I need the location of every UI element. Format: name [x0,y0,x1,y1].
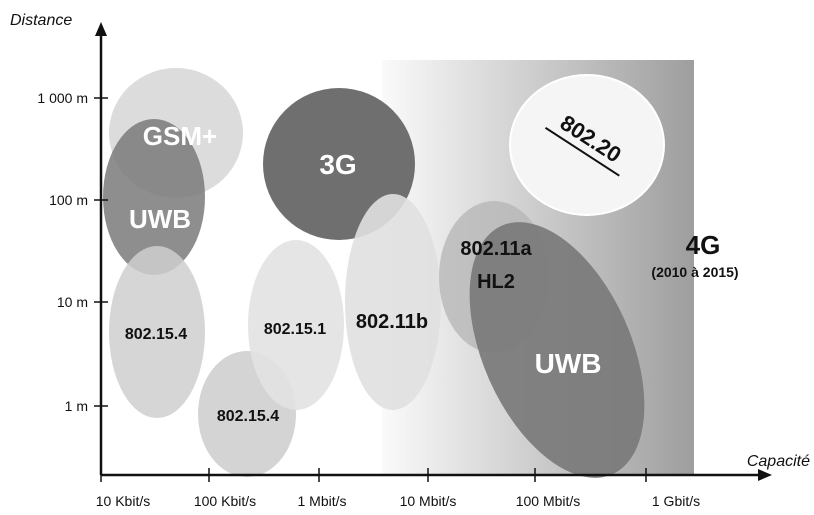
x-axis-arrow [758,469,772,481]
label-802-20-underline [544,126,620,177]
y-tick-label: 100 m [49,192,88,208]
x-tick-label: 100 Kbit/s [194,493,256,509]
label-802-11a-line2: HL2 [477,271,515,293]
x-tick-label: 1 Gbit/s [652,493,700,509]
x-tick-label: 10 Mbit/s [400,493,457,509]
x-tick-label: 10 Kbit/s [96,493,150,509]
label-4g-period: (2010 à 2015) [651,264,738,280]
label-802-15-1: 802.15.1 [264,321,326,338]
label-802-15-4-b: 802.15.4 [217,408,279,425]
y-tick-label: 1 m [65,398,88,414]
bubble-802-15-4-a [109,246,205,418]
bubble-802-11b [345,194,441,410]
y-axis-arrow [95,22,107,36]
bubble-uwb-right [469,222,645,478]
bubble-802-15-1 [248,240,344,410]
x-axis-title: Capacité [747,453,810,470]
bubble-802-20 [509,74,665,216]
y-tick-label: 10 m [57,294,88,310]
x-tick-label: 100 Mbit/s [516,493,581,509]
label-4g: 4G [686,230,721,260]
label-uwb-left: UWB [129,204,191,234]
label-3g: 3G [319,149,356,180]
x-tick-label: 1 Mbit/s [297,493,346,509]
label-uwb-right: UWB [535,348,602,379]
label-802-11b: 802.11b [356,311,428,333]
y-tick-label: 1 000 m [37,90,88,106]
label-802-11a-line1: 802.11a [460,238,532,260]
y-axis-title: Distance [10,12,72,29]
label-gsm-plus: GSM+ [143,121,217,151]
label-802-15-4-a: 802.15.4 [125,326,187,343]
bubble-uwb-left [103,119,205,275]
